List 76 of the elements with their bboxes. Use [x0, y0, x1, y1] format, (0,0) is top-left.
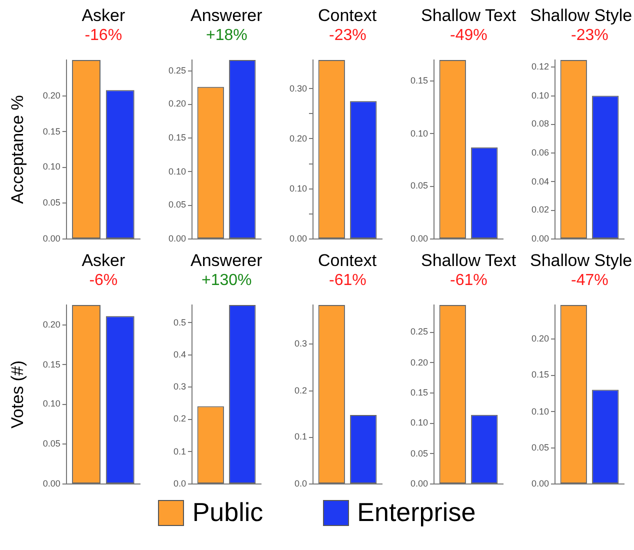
y-tick-label: 0.1 [173, 446, 186, 456]
chart-subtitle: -16% [84, 27, 122, 45]
y-tick-label: 0.20 [531, 334, 549, 344]
y-tick-label: 0.10 [42, 398, 60, 409]
y-tick-label: 0.0 [173, 478, 186, 488]
y-tick-label: 0.05 [410, 448, 428, 458]
y-tick-label: 0.02 [531, 204, 549, 215]
chart-title: Shallow Style [530, 6, 632, 26]
y-tick-label: 0.05 [168, 200, 186, 210]
y-tick-label: 0.15 [42, 359, 60, 370]
y-tick-label: 0.2 [173, 414, 186, 424]
chart-subtitle: +18% [206, 27, 248, 45]
y-tick-label: 0.20 [42, 319, 60, 330]
y-tick-label: 0.3 [294, 338, 307, 349]
y-tick-label: 0.15 [42, 126, 60, 136]
chart-title: Answerer [190, 6, 262, 26]
chart-subtitle: -47% [571, 272, 608, 290]
y-tick-label: 0.20 [289, 133, 307, 144]
y-tick-label: 0.12 [531, 62, 549, 72]
y-tick-label: 0.08 [531, 118, 549, 129]
y-tick-label: 0.10 [531, 406, 549, 416]
y-tick-label: 0.30 [289, 83, 307, 94]
y-tick-label: 0.20 [410, 357, 428, 368]
y-tick-label: 0.06 [531, 148, 549, 158]
y-tick-label: 0.00 [531, 234, 549, 244]
chart-subtitle: -6% [89, 272, 118, 290]
y-tick-label: 0.10 [42, 162, 60, 172]
chart-title: Shallow Text [421, 6, 516, 26]
y-tick-label: 0.15 [410, 387, 428, 398]
chart-title: Context [318, 251, 377, 271]
y-tick-label: 0.2 [294, 385, 307, 396]
legend-label: Public [192, 497, 264, 528]
y-tick-label: 0.05 [42, 438, 60, 449]
y-tick-label: 0.00 [410, 234, 428, 244]
chart-subtitle: +130% [202, 272, 252, 290]
chart-title: Shallow Style [530, 251, 632, 271]
y-tick-label: 0.05 [410, 180, 428, 191]
chart-title: Asker [82, 6, 126, 26]
y-tick-label: 0.10 [410, 128, 428, 138]
y-tick-label: 0.1 [294, 432, 307, 442]
y-tick-label: 0.04 [531, 176, 549, 186]
legend-label: Enterprise [357, 497, 476, 528]
y-tick-label: 0.5 [173, 317, 186, 328]
y-tick-label: 0.00 [42, 478, 60, 488]
y-tick-label: 0.00 [168, 234, 186, 244]
chart-title: Context [318, 6, 377, 26]
y-tick-label: 0.0 [294, 478, 307, 488]
y-tick-label: 0.3 [173, 382, 186, 392]
y-axis-title: Votes (#) [8, 360, 27, 429]
chart-subtitle: -23% [571, 27, 608, 45]
y-tick-label: 0.20 [42, 90, 60, 100]
y-tick-label: 0.05 [531, 442, 549, 452]
chart-subtitle: -49% [450, 27, 488, 45]
y-tick-label: 0.15 [168, 132, 186, 143]
y-tick-label: 0.00 [531, 478, 549, 488]
y-tick-label: 0.15 [410, 76, 428, 86]
y-tick-label: 0.00 [42, 234, 60, 244]
y-tick-label: 0.10 [531, 90, 549, 100]
chart-subtitle: -61% [450, 272, 488, 290]
chart-subtitle: -61% [329, 272, 366, 290]
chart-title: Answerer [190, 251, 262, 271]
chart-title: Shallow Text [421, 251, 516, 271]
y-axis-title: Acceptance % [8, 95, 27, 204]
y-tick-label: 0.00 [410, 478, 428, 488]
y-tick-label: 0.15 [531, 370, 549, 380]
y-tick-label: 0.00 [289, 234, 307, 244]
y-tick-label: 0.4 [173, 349, 186, 360]
chart-subtitle: -23% [329, 27, 366, 45]
y-tick-label: 0.20 [168, 98, 186, 109]
y-tick-label: 0.10 [289, 183, 307, 194]
y-tick-label: 0.10 [168, 166, 186, 176]
y-tick-label: 0.10 [410, 418, 428, 428]
chart-title: Asker [82, 251, 126, 271]
y-tick-label: 0.25 [168, 65, 186, 76]
y-tick-label: 0.05 [42, 198, 60, 208]
y-tick-label: 0.25 [410, 326, 428, 337]
